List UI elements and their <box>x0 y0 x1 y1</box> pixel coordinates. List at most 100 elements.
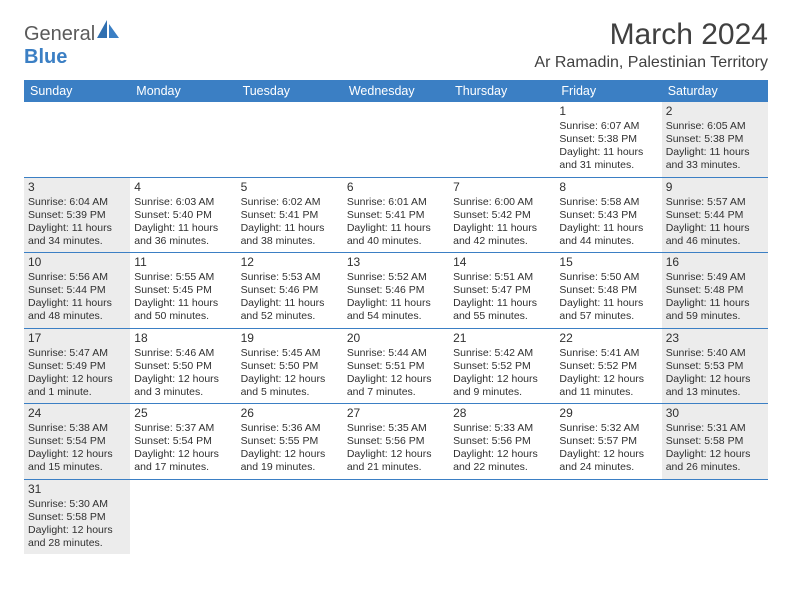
day-number: 30 <box>666 406 764 421</box>
calendar-cell: 27Sunrise: 5:35 AMSunset: 5:56 PMDayligh… <box>343 404 449 480</box>
sunrise-text: Sunrise: 5:33 AM <box>453 422 551 435</box>
daylight-text: Daylight: 12 hours <box>559 373 657 386</box>
daylight-text: Daylight: 12 hours <box>241 448 339 461</box>
calendar-cell: 23Sunrise: 5:40 AMSunset: 5:53 PMDayligh… <box>662 328 768 404</box>
sunset-text: Sunset: 5:50 PM <box>241 360 339 373</box>
daylight-text: and 9 minutes. <box>453 386 551 399</box>
daylight-text: and 1 minute. <box>28 386 126 399</box>
calendar-cell: 15Sunrise: 5:50 AMSunset: 5:48 PMDayligh… <box>555 253 661 329</box>
daylight-text: and 38 minutes. <box>241 235 339 248</box>
sunset-text: Sunset: 5:42 PM <box>453 209 551 222</box>
daylight-text: and 40 minutes. <box>347 235 445 248</box>
logo-text-1: General <box>24 23 95 45</box>
sunset-text: Sunset: 5:50 PM <box>134 360 232 373</box>
sunrise-text: Sunrise: 5:49 AM <box>666 271 764 284</box>
daylight-text: and 5 minutes. <box>241 386 339 399</box>
sunrise-text: Sunrise: 5:56 AM <box>28 271 126 284</box>
daylight-text: Daylight: 11 hours <box>559 222 657 235</box>
sunrise-text: Sunrise: 5:40 AM <box>666 347 764 360</box>
sunrise-text: Sunrise: 6:02 AM <box>241 196 339 209</box>
calendar-cell: 1Sunrise: 6:07 AMSunset: 5:38 PMDaylight… <box>555 102 661 177</box>
calendar-cell: 3Sunrise: 6:04 AMSunset: 5:39 PMDaylight… <box>24 177 130 253</box>
sunset-text: Sunset: 5:54 PM <box>134 435 232 448</box>
calendar-cell: 24Sunrise: 5:38 AMSunset: 5:54 PMDayligh… <box>24 404 130 480</box>
calendar-row: 1Sunrise: 6:07 AMSunset: 5:38 PMDaylight… <box>24 102 768 177</box>
sunset-text: Sunset: 5:46 PM <box>241 284 339 297</box>
sunrise-text: Sunrise: 5:32 AM <box>559 422 657 435</box>
sunrise-text: Sunrise: 5:44 AM <box>347 347 445 360</box>
calendar-cell <box>662 479 768 554</box>
daylight-text: and 11 minutes. <box>559 386 657 399</box>
sunset-text: Sunset: 5:38 PM <box>559 133 657 146</box>
daylight-text: and 3 minutes. <box>134 386 232 399</box>
calendar-cell <box>449 102 555 177</box>
weekday-header: Tuesday <box>237 80 343 102</box>
daylight-text: and 21 minutes. <box>347 461 445 474</box>
calendar-row: 17Sunrise: 5:47 AMSunset: 5:49 PMDayligh… <box>24 328 768 404</box>
calendar-cell <box>237 479 343 554</box>
weekday-header: Saturday <box>662 80 768 102</box>
day-number: 21 <box>453 331 551 346</box>
calendar-body: 1Sunrise: 6:07 AMSunset: 5:38 PMDaylight… <box>24 102 768 554</box>
sunset-text: Sunset: 5:52 PM <box>453 360 551 373</box>
day-number: 24 <box>28 406 126 421</box>
daylight-text: Daylight: 11 hours <box>559 146 657 159</box>
sunrise-text: Sunrise: 5:57 AM <box>666 196 764 209</box>
sunset-text: Sunset: 5:58 PM <box>666 435 764 448</box>
sunset-text: Sunset: 5:54 PM <box>28 435 126 448</box>
daylight-text: and 33 minutes. <box>666 159 764 172</box>
daylight-text: and 52 minutes. <box>241 310 339 323</box>
day-number: 11 <box>134 255 232 270</box>
sunrise-text: Sunrise: 6:01 AM <box>347 196 445 209</box>
sunset-text: Sunset: 5:46 PM <box>347 284 445 297</box>
sunrise-text: Sunrise: 5:45 AM <box>241 347 339 360</box>
logo: GeneralBlue <box>24 18 121 69</box>
sunrise-text: Sunrise: 5:38 AM <box>28 422 126 435</box>
sunset-text: Sunset: 5:48 PM <box>559 284 657 297</box>
day-number: 12 <box>241 255 339 270</box>
calendar-cell <box>130 102 236 177</box>
sunrise-text: Sunrise: 5:36 AM <box>241 422 339 435</box>
day-number: 20 <box>347 331 445 346</box>
daylight-text: and 36 minutes. <box>134 235 232 248</box>
calendar-cell: 13Sunrise: 5:52 AMSunset: 5:46 PMDayligh… <box>343 253 449 329</box>
day-number: 7 <box>453 180 551 195</box>
daylight-text: Daylight: 12 hours <box>347 373 445 386</box>
calendar-row: 3Sunrise: 6:04 AMSunset: 5:39 PMDaylight… <box>24 177 768 253</box>
weekday-header: Wednesday <box>343 80 449 102</box>
calendar-cell: 21Sunrise: 5:42 AMSunset: 5:52 PMDayligh… <box>449 328 555 404</box>
weekday-header: Friday <box>555 80 661 102</box>
calendar-cell: 7Sunrise: 6:00 AMSunset: 5:42 PMDaylight… <box>449 177 555 253</box>
sunset-text: Sunset: 5:55 PM <box>241 435 339 448</box>
daylight-text: Daylight: 12 hours <box>666 448 764 461</box>
daylight-text: and 7 minutes. <box>347 386 445 399</box>
day-number: 5 <box>241 180 339 195</box>
day-number: 14 <box>453 255 551 270</box>
day-number: 1 <box>559 104 657 119</box>
daylight-text: Daylight: 11 hours <box>347 222 445 235</box>
sunrise-text: Sunrise: 5:37 AM <box>134 422 232 435</box>
calendar-cell: 17Sunrise: 5:47 AMSunset: 5:49 PMDayligh… <box>24 328 130 404</box>
daylight-text: Daylight: 12 hours <box>134 373 232 386</box>
daylight-text: Daylight: 12 hours <box>559 448 657 461</box>
calendar-cell: 28Sunrise: 5:33 AMSunset: 5:56 PMDayligh… <box>449 404 555 480</box>
daylight-text: and 55 minutes. <box>453 310 551 323</box>
sunset-text: Sunset: 5:40 PM <box>134 209 232 222</box>
calendar-cell: 31Sunrise: 5:30 AMSunset: 5:58 PMDayligh… <box>24 479 130 554</box>
sunset-text: Sunset: 5:56 PM <box>347 435 445 448</box>
sunset-text: Sunset: 5:45 PM <box>134 284 232 297</box>
calendar-cell: 29Sunrise: 5:32 AMSunset: 5:57 PMDayligh… <box>555 404 661 480</box>
daylight-text: Daylight: 11 hours <box>347 297 445 310</box>
weekday-header-row: SundayMondayTuesdayWednesdayThursdayFrid… <box>24 80 768 102</box>
calendar-row: 31Sunrise: 5:30 AMSunset: 5:58 PMDayligh… <box>24 479 768 554</box>
daylight-text: and 50 minutes. <box>134 310 232 323</box>
logo-text: GeneralBlue <box>24 18 121 69</box>
location-label: Ar Ramadin, Palestinian Territory <box>534 54 768 72</box>
weekday-header: Monday <box>130 80 236 102</box>
day-number: 25 <box>134 406 232 421</box>
calendar-cell: 30Sunrise: 5:31 AMSunset: 5:58 PMDayligh… <box>662 404 768 480</box>
day-number: 16 <box>666 255 764 270</box>
daylight-text: Daylight: 11 hours <box>453 222 551 235</box>
day-number: 23 <box>666 331 764 346</box>
sunrise-text: Sunrise: 5:46 AM <box>134 347 232 360</box>
